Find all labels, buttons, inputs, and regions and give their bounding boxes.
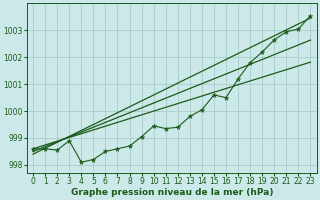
X-axis label: Graphe pression niveau de la mer (hPa): Graphe pression niveau de la mer (hPa)	[70, 188, 273, 197]
